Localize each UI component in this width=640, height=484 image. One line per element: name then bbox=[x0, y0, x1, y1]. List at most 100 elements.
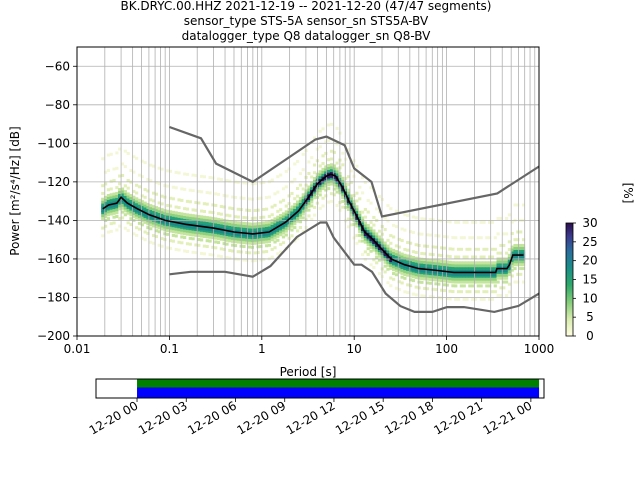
histogram-cell bbox=[445, 235, 449, 239]
histogram-cell bbox=[490, 264, 495, 268]
histogram-cell bbox=[115, 208, 119, 212]
histogram-cell bbox=[488, 280, 492, 284]
histogram-cell bbox=[202, 244, 207, 248]
histogram-cell bbox=[233, 220, 238, 224]
histogram-cell bbox=[431, 264, 435, 268]
histogram-cell bbox=[502, 232, 506, 236]
histogram-cell bbox=[335, 180, 339, 184]
histogram-cell bbox=[208, 232, 212, 236]
x-tick-label: 100 bbox=[435, 342, 458, 356]
histogram-cell bbox=[267, 226, 271, 230]
histogram-cell bbox=[216, 220, 221, 224]
histogram-cell bbox=[346, 148, 351, 152]
histogram-cell bbox=[109, 222, 113, 226]
histogram-cell bbox=[109, 229, 113, 233]
histogram-cell bbox=[462, 297, 466, 301]
histogram-cell bbox=[496, 294, 500, 298]
histogram-cell bbox=[516, 280, 520, 284]
histogram-cell bbox=[101, 214, 105, 218]
histogram-cell bbox=[103, 170, 108, 174]
histogram-cell bbox=[236, 215, 240, 219]
histogram-cell bbox=[219, 221, 223, 225]
histogram-cell bbox=[151, 199, 156, 203]
histogram-cell bbox=[123, 190, 127, 194]
histogram-cell bbox=[120, 206, 125, 210]
histogram-cell bbox=[120, 200, 125, 204]
histogram-cell bbox=[154, 209, 159, 213]
histogram-cell bbox=[377, 248, 382, 252]
histogram-cell bbox=[219, 230, 223, 234]
histogram-cell bbox=[445, 273, 449, 277]
histogram-cell bbox=[250, 216, 255, 220]
histogram-cell bbox=[389, 263, 393, 267]
histogram-cell bbox=[287, 236, 291, 240]
histogram-cell bbox=[146, 208, 150, 212]
histogram-cell bbox=[112, 195, 116, 199]
histogram-cell bbox=[250, 245, 255, 249]
histogram-cell bbox=[445, 272, 449, 276]
histogram-cell bbox=[434, 270, 438, 274]
histogram-cell bbox=[358, 216, 362, 220]
histogram-cell bbox=[507, 267, 512, 271]
histogram-cell bbox=[287, 224, 291, 228]
histogram-cell bbox=[157, 214, 161, 218]
histogram-cell bbox=[428, 233, 432, 237]
histogram-cell bbox=[273, 223, 277, 227]
histogram-cell bbox=[101, 203, 105, 207]
histogram-cell bbox=[174, 205, 178, 209]
histogram-cell bbox=[332, 164, 336, 168]
histogram-cell bbox=[425, 274, 430, 278]
histogram-cell bbox=[499, 265, 503, 269]
histogram-cell bbox=[372, 258, 376, 262]
histogram-cell bbox=[284, 210, 288, 214]
histogram-cell bbox=[228, 220, 232, 224]
histogram-cell bbox=[287, 215, 291, 219]
histogram-cell bbox=[101, 184, 105, 188]
histogram-cell bbox=[140, 223, 144, 227]
histogram-cell bbox=[103, 182, 108, 186]
histogram-cell bbox=[397, 270, 401, 274]
histogram-cell bbox=[293, 226, 297, 230]
histogram-cell bbox=[174, 170, 178, 174]
histogram-cell bbox=[174, 234, 178, 238]
histogram-cell bbox=[516, 260, 520, 264]
histogram-cell bbox=[185, 213, 190, 217]
histogram-cell bbox=[143, 161, 147, 165]
colorbar-tick-label: 25 bbox=[582, 235, 597, 249]
histogram-cell bbox=[293, 214, 297, 218]
histogram-cell bbox=[287, 219, 291, 223]
histogram-cell bbox=[400, 268, 404, 272]
mode-line bbox=[102, 173, 524, 274]
histogram-cell bbox=[123, 197, 127, 201]
histogram-cell bbox=[149, 223, 153, 227]
histogram-cell bbox=[174, 230, 178, 234]
histogram-cell bbox=[442, 260, 447, 264]
histogram-cell bbox=[137, 218, 142, 222]
histogram-cell bbox=[276, 252, 280, 256]
histogram-cell bbox=[335, 167, 339, 171]
histogram-cell bbox=[521, 203, 526, 207]
histogram-cell bbox=[321, 154, 325, 158]
histogram-cell bbox=[471, 220, 475, 224]
histogram-cell bbox=[115, 215, 119, 219]
histogram-cell bbox=[140, 219, 144, 223]
histogram-cell bbox=[318, 164, 322, 168]
histogram-cell bbox=[293, 177, 297, 181]
histogram-cell bbox=[174, 214, 178, 218]
histogram-cell bbox=[312, 163, 317, 167]
histogram-cell bbox=[279, 230, 283, 234]
histogram-cell bbox=[465, 264, 469, 268]
histogram-cell bbox=[185, 224, 190, 228]
histogram-cell bbox=[132, 155, 136, 159]
histogram-cell bbox=[160, 244, 164, 248]
histogram-cell bbox=[397, 259, 401, 263]
histogram-cell bbox=[496, 265, 500, 269]
histogram-cell bbox=[448, 297, 452, 301]
histogram-cell bbox=[349, 200, 353, 204]
histogram-cell bbox=[233, 195, 238, 199]
histogram-cell bbox=[259, 244, 263, 248]
histogram-cell bbox=[332, 167, 336, 171]
histogram-cell bbox=[242, 229, 246, 233]
histogram-cell bbox=[267, 243, 271, 247]
histogram-cell bbox=[318, 173, 322, 177]
